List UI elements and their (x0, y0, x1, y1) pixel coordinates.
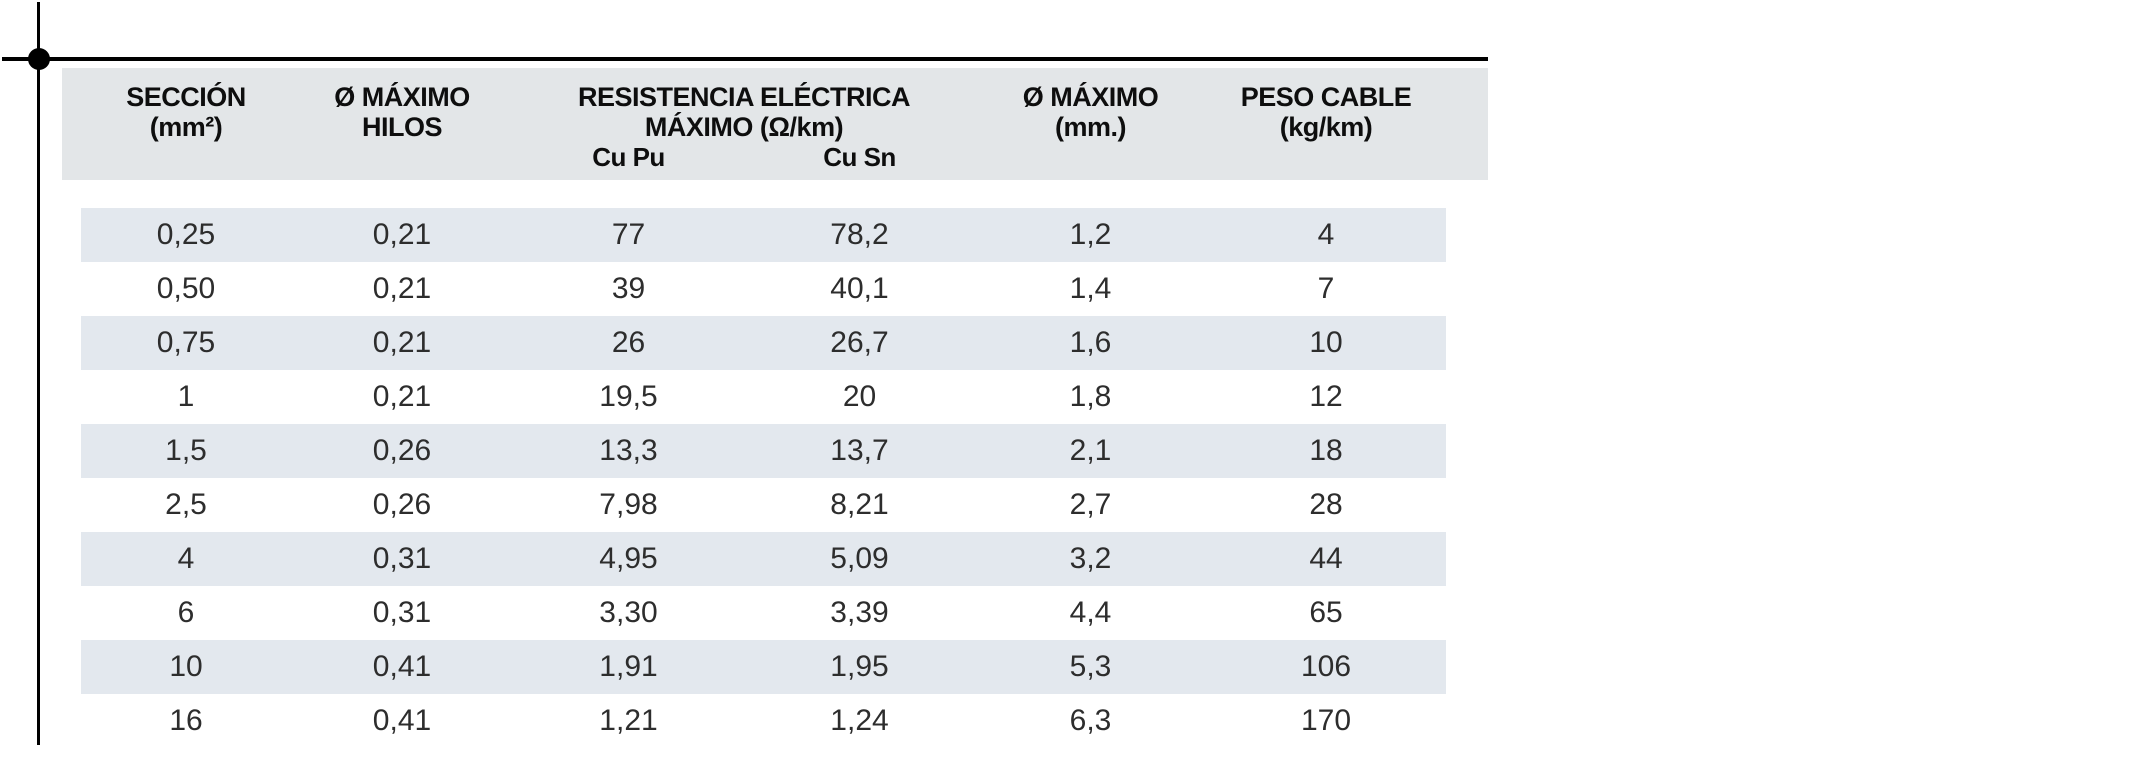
column-header-resistencia-line1: RESISTENCIA ELÉCTRICA (577, 82, 911, 112)
cell-resistencia-cu-pu: 19,5 (599, 380, 658, 413)
cell-peso-cable: 44 (1309, 542, 1343, 575)
cell-diametro-mm: 5,3 (1069, 650, 1112, 683)
cell-diametro-mm: 2,7 (1069, 488, 1112, 521)
cell-resistencia-cu-pu: 77 (611, 218, 646, 251)
column-header-peso-cable-line1: PESO CABLE (1240, 82, 1412, 112)
cell-seccion: 2,5 (165, 488, 207, 521)
cell-seccion: 1 (177, 380, 195, 413)
column-header-seccion-line1: SECCIÓN (126, 82, 246, 112)
cell-diametro-hilos: 0,31 (372, 596, 432, 629)
cell-seccion: 0,50 (156, 272, 216, 305)
cell-diametro-mm: 4,4 (1069, 596, 1112, 629)
cell-resistencia-cu-pu: 13,3 (599, 434, 658, 467)
cell-resistencia-cu-sn: 13,7 (830, 434, 889, 467)
cell-diametro-hilos: 0,21 (372, 326, 432, 359)
table-header: SECCIÓN (mm²) Ø MÁXIMO HILOS RESISTENCIA… (81, 82, 1446, 172)
cell-seccion: 0,75 (156, 326, 216, 359)
table-row: 0,75 0,21 26 26,7 1,6 10 (81, 316, 1446, 370)
column-header-diametro-hilos-line1: Ø MÁXIMO (334, 82, 470, 112)
subcolumn-header-cu-pu: Cu Pu (592, 142, 665, 172)
cell-resistencia-cu-sn: 3,39 (830, 596, 889, 629)
cell-peso-cable: 106 (1300, 650, 1352, 683)
cell-peso-cable: 65 (1309, 596, 1343, 629)
cell-diametro-hilos: 0,21 (372, 272, 432, 305)
cell-resistencia-cu-pu: 1,91 (599, 650, 658, 683)
cell-seccion: 10 (169, 650, 203, 683)
table-row: 1 0,21 19,5 20 1,8 12 (81, 370, 1446, 424)
cell-diametro-mm: 1,8 (1069, 380, 1112, 413)
table-row: 0,50 0,21 39 40,1 1,4 7 (81, 262, 1446, 316)
cell-seccion: 0,25 (156, 218, 216, 251)
crop-mark-vertical-line (37, 2, 40, 745)
cell-resistencia-cu-sn: 40,1 (830, 272, 889, 305)
cell-diametro-mm: 2,1 (1069, 434, 1112, 467)
cell-resistencia-cu-sn: 1,24 (830, 704, 889, 737)
table-header-background (62, 68, 1488, 180)
cell-resistencia-cu-pu: 4,95 (599, 542, 658, 575)
cell-diametro-hilos: 0,26 (372, 488, 432, 521)
column-header-diametro-mm: Ø MÁXIMO (mm.) (975, 82, 1206, 142)
table-row: 2,5 0,26 7,98 8,21 2,7 28 (81, 478, 1446, 532)
cell-resistencia-cu-pu: 39 (611, 272, 646, 305)
column-header-peso-cable: PESO CABLE (kg/km) (1206, 82, 1446, 142)
cell-seccion: 1,5 (165, 434, 207, 467)
table-row: 1,5 0,26 13,3 13,7 2,1 18 (81, 424, 1446, 478)
column-header-seccion: SECCIÓN (mm²) (81, 82, 291, 142)
crop-mark-horizontal-rule (2, 57, 1488, 61)
cell-peso-cable: 18 (1309, 434, 1343, 467)
table-body: 0,25 0,21 77 78,2 1,2 4 0,50 0,21 39 40,… (81, 208, 1446, 748)
column-header-resistencia: RESISTENCIA ELÉCTRICA MÁXIMO (Ω/km) (513, 82, 975, 142)
cell-resistencia-cu-sn: 1,95 (830, 650, 889, 683)
column-header-diametro-hilos: Ø MÁXIMO HILOS (291, 82, 513, 142)
cell-diametro-mm: 1,2 (1069, 218, 1112, 251)
cell-resistencia-cu-pu: 7,98 (599, 488, 658, 521)
table-row: 10 0,41 1,91 1,95 5,3 106 (81, 640, 1446, 694)
column-header-diametro-mm-line1: Ø MÁXIMO (1022, 82, 1159, 112)
cell-diametro-mm: 1,4 (1069, 272, 1112, 305)
cell-peso-cable: 28 (1309, 488, 1343, 521)
column-header-diametro-mm-line2: (mm.) (1055, 112, 1127, 142)
cell-diametro-hilos: 0,41 (372, 650, 432, 683)
cell-resistencia-cu-sn: 5,09 (830, 542, 889, 575)
cell-resistencia-cu-sn: 8,21 (830, 488, 889, 521)
cell-resistencia-cu-sn: 20 (842, 380, 877, 413)
registration-dot (28, 48, 50, 70)
column-header-peso-cable-line2: (kg/km) (1279, 112, 1373, 142)
cell-resistencia-cu-pu: 26 (611, 326, 646, 359)
cell-diametro-hilos: 0,31 (372, 542, 432, 575)
cell-peso-cable: 7 (1317, 272, 1335, 305)
cell-resistencia-cu-pu: 1,21 (599, 704, 658, 737)
cell-seccion: 4 (177, 542, 195, 575)
cell-seccion: 16 (169, 704, 203, 737)
column-header-resistencia-line2: MÁXIMO (Ω/km) (644, 112, 844, 142)
cell-seccion: 6 (177, 596, 195, 629)
table-row: 6 0,31 3,30 3,39 4,4 65 (81, 586, 1446, 640)
cell-resistencia-cu-pu: 3,30 (599, 596, 658, 629)
cell-diametro-mm: 6,3 (1069, 704, 1112, 737)
cell-diametro-mm: 1,6 (1069, 326, 1112, 359)
column-header-diametro-hilos-line2: HILOS (361, 112, 443, 142)
cell-diametro-mm: 3,2 (1069, 542, 1112, 575)
cell-diametro-hilos: 0,26 (372, 434, 432, 467)
cell-peso-cable: 12 (1309, 380, 1343, 413)
column-header-seccion-line2: (mm²) (149, 112, 223, 142)
cell-diametro-hilos: 0,41 (372, 704, 432, 737)
cell-peso-cable: 4 (1317, 218, 1335, 251)
cell-resistencia-cu-sn: 26,7 (830, 326, 889, 359)
cell-diametro-hilos: 0,21 (372, 380, 432, 413)
subcolumn-header-cu-sn: Cu Sn (823, 142, 896, 172)
table-row: 16 0,41 1,21 1,24 6,3 170 (81, 694, 1446, 748)
cell-peso-cable: 170 (1300, 704, 1352, 737)
table-row: 4 0,31 4,95 5,09 3,2 44 (81, 532, 1446, 586)
table-row: 0,25 0,21 77 78,2 1,2 4 (81, 208, 1446, 262)
cell-resistencia-cu-sn: 78,2 (830, 218, 889, 251)
cell-diametro-hilos: 0,21 (372, 218, 432, 251)
cell-peso-cable: 10 (1309, 326, 1343, 359)
